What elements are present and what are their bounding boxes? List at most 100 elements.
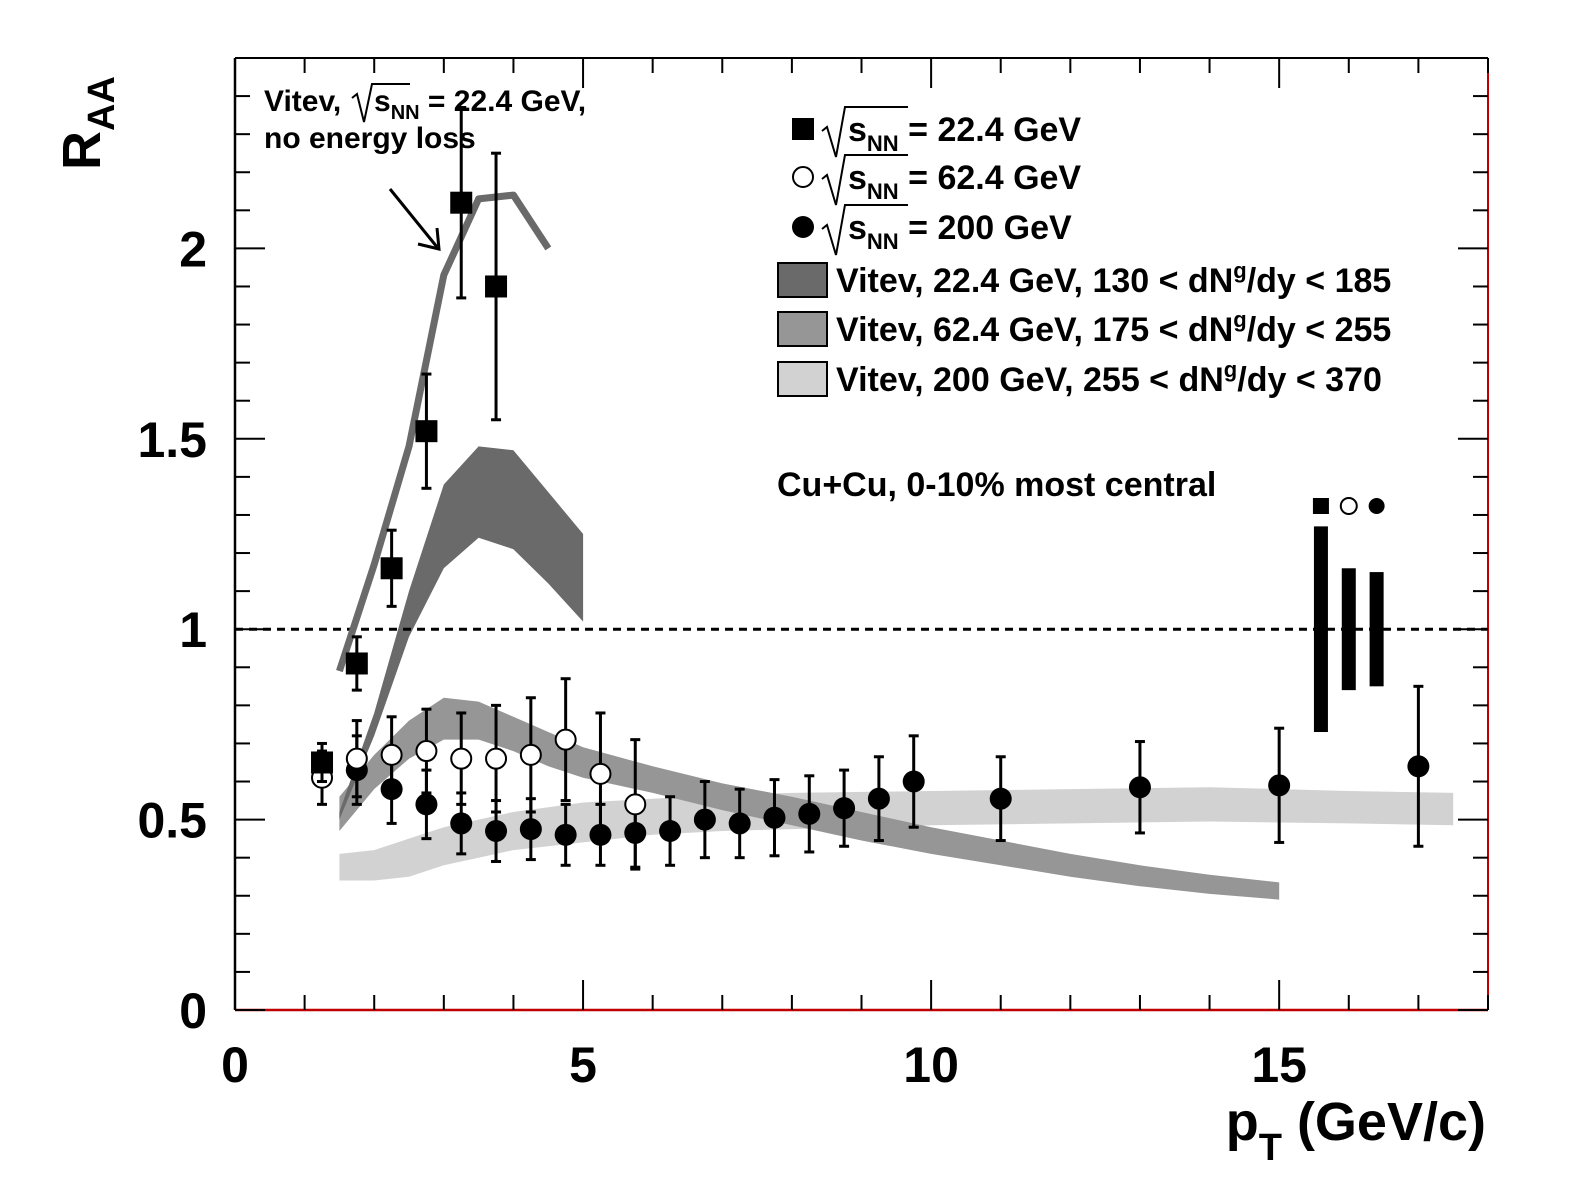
x-axis-label: pT (GeV/c) xyxy=(1226,1092,1486,1169)
data-point-circle xyxy=(833,797,856,820)
y-tick-label: 1 xyxy=(179,602,207,658)
legend-marker-circle xyxy=(792,216,814,238)
y-axis-label-main: R xyxy=(52,131,112,170)
data-points xyxy=(311,106,1430,871)
legend-label-3: sNN = 200 GeV xyxy=(848,209,1072,254)
no-loss-curve-group xyxy=(336,191,552,673)
data-point-square xyxy=(345,652,368,675)
x-tick-label: 10 xyxy=(903,1037,959,1093)
data-point-circle xyxy=(1128,776,1151,799)
data-point-square xyxy=(415,420,438,443)
legend-band-label-post: /dy < 185 xyxy=(1247,262,1392,300)
annotation-system: Cu+Cu, 0-10% most central xyxy=(777,466,1216,504)
normalization-bar-3 xyxy=(1369,572,1384,687)
legend-label-s: s xyxy=(848,111,867,149)
y-tick-label: 2 xyxy=(179,221,207,277)
legend-band-label-pre: Vitev, 200 GeV, 255 < dN xyxy=(836,361,1224,399)
legend-band-label-sup: g xyxy=(1233,258,1246,283)
annotation-noloss-line1-pre: Vitev, xyxy=(264,85,341,118)
legend-label-rest: = 62.4 GeV xyxy=(899,159,1082,197)
legend-marker-open-circle xyxy=(792,166,814,188)
band-2 xyxy=(339,697,1280,900)
legend-band-swatch-2 xyxy=(777,311,828,347)
data-point-open-circle xyxy=(589,762,612,785)
data-point-circle xyxy=(554,823,577,846)
annotation-noloss-s: s xyxy=(374,85,391,118)
data-point-square xyxy=(311,751,334,774)
sqrt-symbol xyxy=(351,83,410,123)
legend-band-swatch-1 xyxy=(777,262,828,298)
x-axis-label-rest: (GeV/c) xyxy=(1282,1092,1486,1152)
legend-label-1: sNN = 22.4 GeV xyxy=(848,111,1081,156)
normalization-bar-2 xyxy=(1341,568,1356,691)
data-point-open-circle xyxy=(415,740,438,763)
legend-label-s: s xyxy=(848,209,867,247)
band-1 xyxy=(339,446,584,820)
data-point-open-circle xyxy=(485,747,508,770)
x-axis-label-sub: T xyxy=(1259,1127,1282,1169)
data-point-square xyxy=(485,275,508,298)
legend-sqrt-symbol xyxy=(821,204,908,256)
legend-band-label-pre: Vitev, 22.4 GeV, 130 < dN xyxy=(836,262,1233,300)
data-point-open-circle xyxy=(345,747,368,770)
data-point-circle xyxy=(1268,774,1291,797)
x-tick-label: 15 xyxy=(1251,1037,1307,1093)
data-point-circle xyxy=(867,787,890,810)
data-point-open-circle xyxy=(519,743,542,766)
data-point-circle xyxy=(763,806,786,829)
no-loss-curve xyxy=(336,191,552,673)
tick-labels: 0 0.5 1 1.5 2 0 5 10 15 xyxy=(137,221,1306,1093)
annotation-noloss-line2: no energy loss xyxy=(264,122,476,155)
legend-sqrt-symbol xyxy=(821,154,908,206)
legend-band-swatch-3 xyxy=(777,361,828,397)
legend-label-rest: = 200 GeV xyxy=(899,209,1072,247)
data-point-circle xyxy=(415,793,438,816)
legend-band-label-pre: Vitev, 62.4 GeV, 175 < dN xyxy=(836,311,1233,349)
data-point-circle xyxy=(693,808,716,831)
data-point-open-circle xyxy=(380,743,403,766)
x-axis-label-main: p xyxy=(1226,1092,1259,1152)
legend-band-label-1: Vitev, 22.4 GeV, 130 < dNg/dy < 185 xyxy=(836,258,1391,300)
normalization-bar-1 xyxy=(1313,526,1328,733)
legend-band-label-sup: g xyxy=(1233,307,1246,332)
y-tick-label: 0.5 xyxy=(137,793,207,849)
annotation-noloss-post: = 22.4 GeV, xyxy=(420,85,587,118)
data-point-circle xyxy=(519,818,542,841)
legend-band-label-post: /dy < 255 xyxy=(1247,311,1392,349)
legend-band-label-sup: g xyxy=(1224,357,1237,382)
x-tick-label: 5 xyxy=(569,1037,597,1093)
annotation-no-energy-loss: Vitev, sNN = 22.4 GeV, no energy loss xyxy=(264,83,586,251)
data-point-circle xyxy=(659,820,682,843)
svg-text:sNN = 22.4 GeV,: sNN = 22.4 GeV, xyxy=(374,85,586,124)
normalization-marker-3 xyxy=(1368,498,1385,514)
y-axis-label-sub: AA xyxy=(81,76,123,131)
svg-text:Vitev,: Vitev, xyxy=(264,85,341,118)
data-point-open-circle xyxy=(554,728,577,751)
data-point-circle xyxy=(485,820,508,843)
data-point-circle xyxy=(989,787,1012,810)
annotation-arrow-shaft xyxy=(388,188,439,248)
data-point-circle xyxy=(450,812,473,835)
legend-marker-square xyxy=(792,118,814,140)
data-point-square xyxy=(380,557,403,580)
data-point-open-circle xyxy=(450,747,473,770)
legend-band-label-post: /dy < 370 xyxy=(1237,361,1382,399)
normalization-marker-1 xyxy=(1312,498,1329,514)
band-3 xyxy=(339,787,1454,881)
x-tick-label: 0 xyxy=(221,1037,249,1093)
normalization-marker-2 xyxy=(1339,497,1358,515)
annotation-arrow-head xyxy=(417,227,441,251)
data-point-circle xyxy=(798,802,821,825)
data-point-open-circle xyxy=(624,793,647,816)
axes xyxy=(233,57,1489,1012)
data-point-square xyxy=(450,191,473,214)
model-bands xyxy=(339,446,1454,900)
legend-band-label-3: Vitev, 200 GeV, 255 < dNg/dy < 370 xyxy=(836,357,1382,399)
legend-label-sub: NN xyxy=(867,179,899,204)
legend-label-rest: = 22.4 GeV xyxy=(899,111,1082,149)
annotation-noloss-sub: NN xyxy=(391,102,420,124)
y-axis-label: RAA xyxy=(52,76,123,170)
